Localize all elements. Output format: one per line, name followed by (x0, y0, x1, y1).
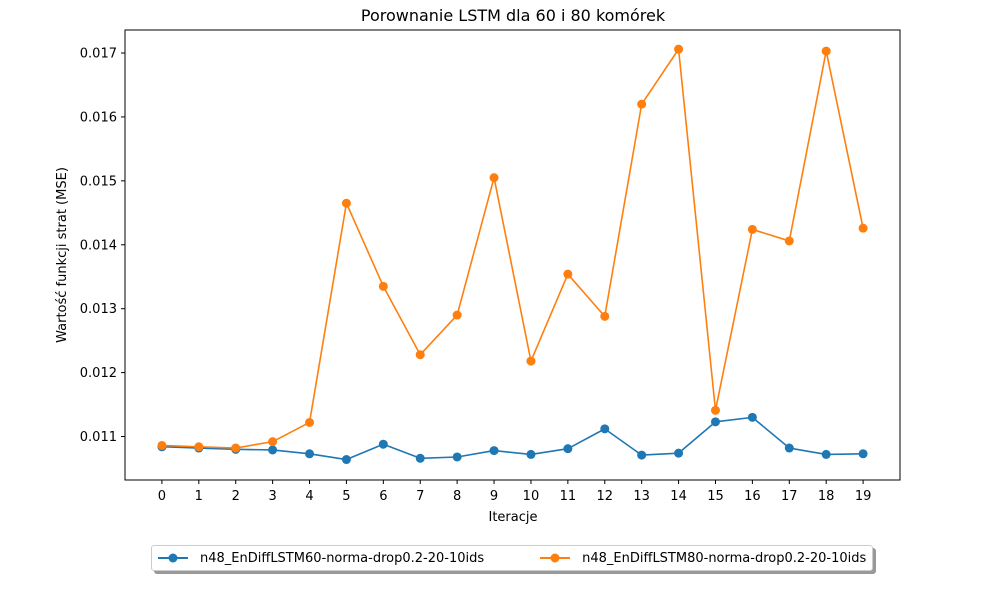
series-2-point (341, 198, 351, 208)
series-1-point (821, 449, 831, 459)
x-tick-label: 4 (305, 489, 313, 504)
legend-swatch-series-1 (158, 553, 188, 563)
series-2-point (563, 269, 573, 279)
series-2-point (268, 437, 278, 447)
x-tick-label: 0 (158, 489, 166, 504)
series-2-point (710, 405, 720, 415)
series-1-point (858, 449, 868, 459)
y-axis-label: Wartość funkcji strat (MSE) (55, 167, 70, 343)
y-tick-label: 0.011 (80, 430, 117, 445)
series-1-point (563, 444, 573, 454)
x-tick-label: 16 (744, 489, 761, 504)
series-1-point (452, 452, 462, 462)
series-1-point (710, 417, 720, 427)
y-tick-label: 0.013 (80, 302, 117, 317)
y-tick-label: 0.012 (80, 366, 117, 381)
series-2-point (231, 443, 241, 453)
y-tick-label: 0.017 (80, 47, 117, 62)
x-tick-label: 12 (596, 489, 613, 504)
series-2-point (415, 350, 425, 360)
y-axis-ticks: 0.011 0.012 0.013 0.014 0.015 0.016 0.017 (80, 47, 125, 445)
series-2-point (452, 310, 462, 320)
x-tick-label: 6 (379, 489, 387, 504)
y-tick-label: 0.016 (80, 110, 117, 125)
series-2-point (600, 311, 610, 321)
x-tick-label: 18 (818, 489, 835, 504)
series-1-point (268, 445, 278, 455)
chart-legend: n48_EnDiffLSTM60-norma-drop0.2-20-10ids … (151, 545, 873, 571)
series-1-point (305, 449, 315, 459)
series-2-point (305, 417, 315, 427)
plot-area: 0 1 2 3 4 5 6 7 8 9 10 11 12 13 14 15 16 17 18 19 0.0110.01… (80, 29, 901, 504)
y-tick-label: 0.015 (80, 174, 117, 189)
series-1-point (600, 424, 610, 434)
series-2-point (674, 44, 684, 54)
x-tick-label: 2 (232, 489, 240, 504)
x-axis-label: Iteracje (489, 510, 538, 525)
chart-title: Porownanie LSTM dla 60 i 80 komórek (361, 6, 666, 25)
legend-label-series-1: n48_EnDiffLSTM60-norma-drop0.2-20-10ids (200, 550, 485, 566)
x-tick-label: 11 (560, 489, 577, 504)
plot-frame (124, 29, 901, 481)
legend-item-series-1: n48_EnDiffLSTM60-norma-drop0.2-20-10ids (158, 546, 484, 570)
series-1-point (489, 446, 499, 456)
series-1-point (378, 439, 388, 449)
series-line-1 (161, 416, 864, 461)
series-1-point (747, 412, 757, 422)
series-1-point (526, 449, 536, 459)
x-tick-label: 14 (670, 489, 687, 504)
legend-swatch-series-2 (540, 553, 571, 563)
x-tick-label: 10 (523, 489, 540, 504)
legend-label-series-2: n48_EnDiffLSTM80-norma-drop0.2-20-10ids (582, 550, 867, 566)
series-2-point (157, 440, 167, 450)
series-line-2 (161, 48, 864, 449)
y-tick-label: 0.014 (80, 238, 117, 253)
series-2-point (194, 442, 204, 452)
series-1-point (341, 455, 351, 465)
series-1-point (784, 443, 794, 453)
x-tick-label: 17 (781, 489, 798, 504)
series-2-point (747, 224, 757, 234)
legend-item-series-2: n48_EnDiffLSTM80-norma-drop0.2-20-10ids (540, 546, 866, 570)
series-layer (157, 44, 868, 465)
series-1-point (637, 450, 647, 460)
x-tick-label: 8 (453, 489, 461, 504)
x-tick-label: 1 (195, 489, 203, 504)
series-2-point (821, 46, 831, 56)
x-tick-label: 15 (707, 489, 724, 504)
x-tick-label: 13 (633, 489, 650, 504)
series-2-point (637, 99, 647, 109)
x-tick-label: 3 (268, 489, 276, 504)
series-2-point (784, 236, 794, 246)
x-axis-ticks: 0 1 2 3 4 5 6 7 8 9 10 11 12 13 14 15 16 17 18 19 (158, 480, 872, 504)
series-2-point (858, 223, 868, 233)
series-1-point (674, 448, 684, 458)
series-2-point (489, 173, 499, 183)
series-2-point (526, 356, 536, 366)
x-tick-label: 19 (855, 489, 872, 504)
series-1-point (415, 453, 425, 463)
x-tick-label: 5 (342, 489, 350, 504)
series-2-point (378, 281, 388, 291)
x-tick-label: 9 (490, 489, 498, 504)
x-tick-label: 7 (416, 489, 424, 504)
